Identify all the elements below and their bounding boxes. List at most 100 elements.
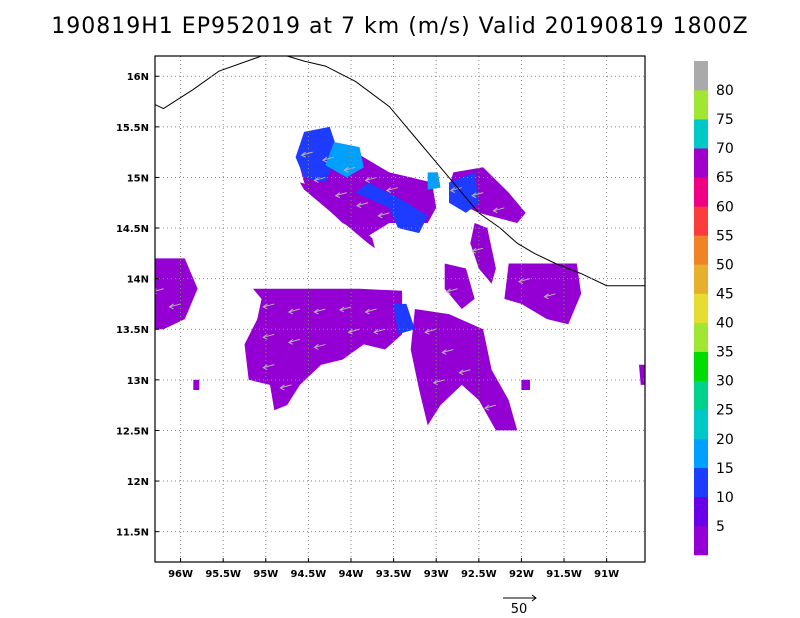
wind-vector-head bbox=[287, 308, 294, 315]
colorbar-label: 60 bbox=[716, 199, 734, 215]
colorbar-label: 65 bbox=[716, 170, 734, 186]
colorbar-segment bbox=[694, 148, 708, 178]
x-tick-label: 94.5W bbox=[291, 569, 327, 580]
colorbar-segment bbox=[694, 525, 708, 556]
wind-speed-region bbox=[521, 379, 530, 390]
colorbar-label: 50 bbox=[716, 257, 734, 273]
y-tick-label: 13.5N bbox=[116, 325, 149, 336]
x-tick-label: 92.5W bbox=[461, 569, 497, 580]
colorbar: 5 10 15 20 25 30 35 40 45 50 55 60 65 70 75 80 bbox=[694, 61, 734, 556]
colorbar-label: 80 bbox=[716, 83, 734, 99]
wind-speed-region bbox=[639, 364, 645, 385]
wind-vector bbox=[433, 379, 445, 384]
wind-vector-head bbox=[543, 293, 549, 300]
colorbar-segment bbox=[694, 293, 708, 323]
y-tick-label: 16N bbox=[127, 72, 149, 83]
wind-vector-head bbox=[343, 166, 349, 173]
wind-vector bbox=[386, 187, 399, 192]
gridlines bbox=[155, 56, 645, 562]
colorbar-segment bbox=[694, 206, 708, 236]
wind-vector bbox=[544, 293, 556, 298]
wind-vector-head bbox=[471, 192, 477, 199]
colorbar-segment bbox=[694, 438, 708, 469]
wind-speed-region bbox=[193, 379, 200, 390]
wind-speed-region bbox=[244, 288, 403, 411]
wind-vector bbox=[263, 333, 275, 338]
x-tick-label: 93.5W bbox=[376, 569, 412, 580]
colorbar-label: 25 bbox=[716, 403, 734, 419]
wind-vector-head bbox=[364, 177, 370, 183]
wind-vector bbox=[314, 308, 326, 313]
wind-vector-head bbox=[445, 288, 451, 295]
x-tick-label: 91W bbox=[594, 569, 619, 580]
wind-vector bbox=[335, 192, 347, 197]
x-tick-label: 92W bbox=[509, 569, 534, 580]
wind-vector-head bbox=[313, 177, 319, 183]
y-tick-label: 15N bbox=[127, 173, 149, 184]
wind-vector-head bbox=[373, 328, 379, 335]
wind-vector bbox=[288, 338, 301, 343]
x-tick-label: 93W bbox=[424, 569, 449, 580]
plot-area bbox=[155, 56, 645, 431]
wind-vector-head bbox=[364, 308, 370, 315]
wind-vector bbox=[155, 288, 164, 292]
wind-vector-head bbox=[168, 303, 174, 310]
wind-speed-region bbox=[449, 172, 479, 213]
wind-vector bbox=[301, 151, 313, 156]
wind-vector bbox=[263, 364, 275, 369]
wind-vector bbox=[288, 308, 301, 313]
x-tick-label: 96W bbox=[168, 569, 193, 580]
colorbar-label: 30 bbox=[716, 374, 734, 390]
wind-speed-region bbox=[444, 263, 475, 309]
wind-vector bbox=[322, 156, 335, 161]
y-tick-label: 14.5N bbox=[116, 224, 149, 235]
colorbar-segment bbox=[694, 61, 708, 91]
colorbar-segment bbox=[694, 351, 708, 381]
wind-speed-region bbox=[325, 142, 364, 178]
wind-vector bbox=[344, 166, 356, 171]
y-tick-label: 14N bbox=[127, 275, 149, 286]
wind-vector bbox=[471, 247, 484, 252]
colorbar-label: 10 bbox=[716, 490, 734, 506]
wind-vector-head bbox=[339, 306, 345, 313]
wind-vector bbox=[471, 192, 484, 197]
wind-speed-region bbox=[299, 182, 375, 249]
wind-vector bbox=[442, 348, 454, 353]
wind-vector-head bbox=[300, 151, 306, 158]
y-tick-label: 12.5N bbox=[116, 426, 149, 437]
colorbar-label: 70 bbox=[716, 141, 734, 157]
colorbar-segment bbox=[694, 467, 708, 498]
wind-speed-region bbox=[427, 172, 441, 190]
plot-frame bbox=[154, 55, 646, 563]
chart-title: 190819H1 EP952019 at 7 km (m/s) Valid 20… bbox=[51, 14, 749, 39]
wind-vector bbox=[459, 369, 471, 374]
wind-speed-region bbox=[504, 263, 582, 325]
colorbar-label: 15 bbox=[716, 461, 734, 477]
wind-vector bbox=[263, 303, 275, 308]
reference-vector: 50 bbox=[503, 594, 537, 617]
wind-vector bbox=[314, 343, 326, 348]
wind-speed-region bbox=[410, 309, 518, 431]
reference-arrow-head bbox=[531, 594, 537, 602]
colorbar-segment bbox=[694, 235, 708, 265]
colorbar-segment bbox=[694, 264, 708, 294]
colorbar-label: 35 bbox=[716, 345, 734, 361]
wind-vector-head bbox=[322, 156, 328, 163]
wind-vector-head bbox=[279, 384, 285, 391]
x-tick-label: 94W bbox=[339, 569, 364, 580]
wind-vector bbox=[425, 328, 437, 333]
colorbar-segment bbox=[694, 380, 708, 411]
coastline bbox=[155, 56, 645, 287]
wind-vector-head bbox=[385, 187, 392, 194]
wind-vector bbox=[348, 328, 360, 333]
wind-vector bbox=[365, 176, 377, 181]
wind-speed-region bbox=[470, 223, 496, 284]
x-tick-label: 91.5W bbox=[546, 569, 582, 580]
reference-vector-label: 50 bbox=[511, 602, 528, 617]
wind-speed-region bbox=[155, 258, 198, 330]
wind-vector bbox=[356, 202, 369, 207]
colorbar-segment bbox=[694, 322, 708, 352]
wind-vector bbox=[484, 404, 497, 409]
y-tick-label: 12N bbox=[127, 477, 149, 488]
